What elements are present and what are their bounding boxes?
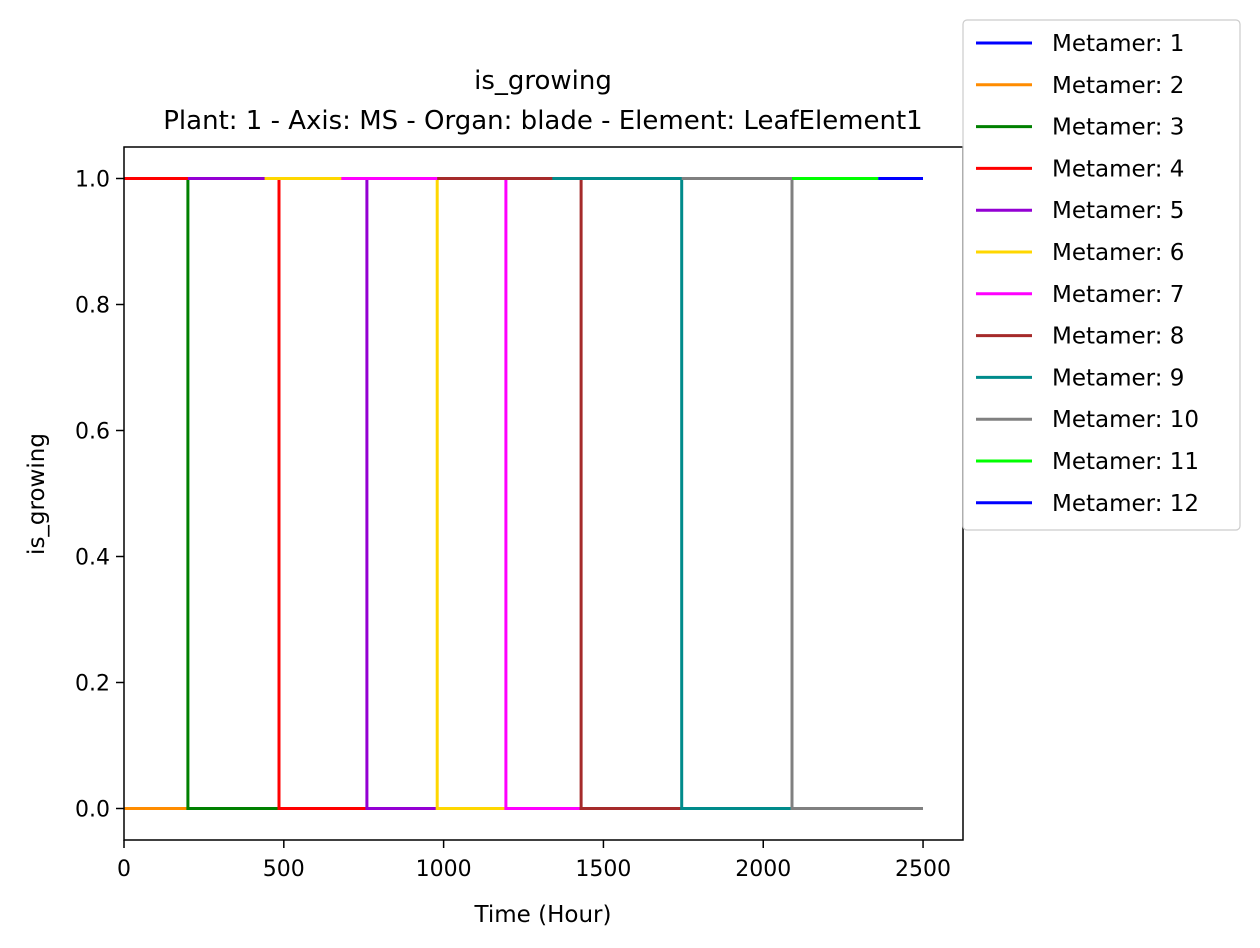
x-tick-label: 2500	[895, 857, 951, 882]
series-line-10	[681, 177, 923, 810]
legend-label: Metamer: 10	[1052, 407, 1199, 433]
y-axis-label: is_growing	[24, 433, 50, 555]
y-tick-label: 1.0	[75, 168, 110, 193]
series-line-8	[437, 177, 682, 810]
legend-label: Metamer: 7	[1052, 282, 1184, 308]
x-tick-label: 1500	[575, 857, 631, 882]
series-line-6	[264, 177, 506, 810]
legend: Metamer: 1 Metamer: 2 Metamer: 3 Metamer: 4…	[962, 19, 1241, 531]
x-tick-label: 0	[117, 857, 131, 882]
legend-label: Metamer: 2	[1052, 73, 1184, 99]
legend-label: Metamer: 3	[1052, 115, 1184, 141]
x-tick-label: 2000	[735, 857, 791, 882]
legend-label: Metamer: 9	[1052, 365, 1184, 391]
series-line-9	[552, 177, 792, 810]
legend-label: Metamer: 6	[1052, 240, 1184, 266]
chart-title: is_growing	[474, 66, 612, 96]
x-tick-label: 1000	[416, 857, 472, 882]
legend-label: Metamer: 1	[1052, 31, 1184, 57]
legend-label: Metamer: 11	[1052, 449, 1199, 475]
series-line-4	[124, 177, 367, 810]
series-line-5	[187, 177, 438, 810]
legend-label: Metamer: 8	[1052, 324, 1184, 350]
y-tick-label: 0.8	[75, 294, 110, 319]
legend-label: Metamer: 5	[1052, 198, 1184, 224]
series-line-7	[341, 177, 582, 810]
y-tick-label: 0.0	[75, 798, 110, 823]
y-axis: 0.0 0.2 0.4 0.6 0.8 1.0	[75, 168, 124, 823]
series-layer	[124, 177, 923, 810]
legend-box	[962, 19, 1241, 531]
chart-subtitle: Plant: 1 - Axis: MS - Organ: blade - Ele…	[163, 106, 922, 136]
y-tick-label: 0.4	[75, 546, 110, 571]
series-line-3	[124, 177, 279, 810]
y-tick-label: 0.2	[75, 672, 110, 697]
x-axis: 0 500 1000 1500 2000 2500	[117, 840, 951, 882]
legend-label: Metamer: 4	[1052, 156, 1184, 182]
x-axis-label: Time (Hour)	[474, 902, 612, 928]
legend-items: Metamer: 1 Metamer: 2 Metamer: 3 Metamer: 4…	[976, 31, 1199, 517]
legend-label: Metamer: 12	[1052, 491, 1199, 517]
plot-frame	[123, 146, 964, 841]
x-tick-label: 500	[263, 857, 305, 882]
y-tick-label: 0.6	[75, 420, 110, 445]
